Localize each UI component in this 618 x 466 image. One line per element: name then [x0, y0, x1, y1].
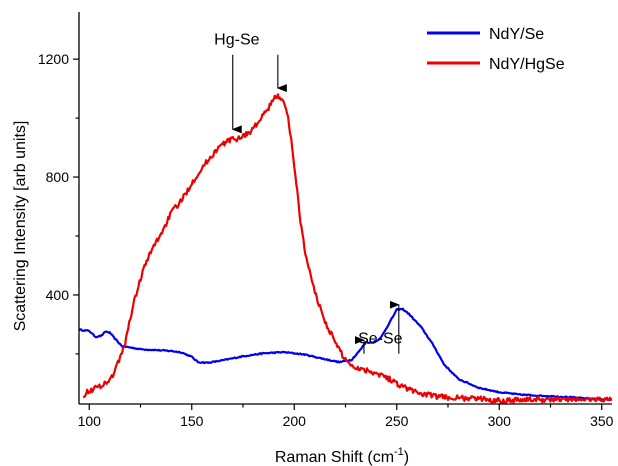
x-tick-label: 100: [78, 413, 102, 429]
legend-label-1: NdY/HgSe: [489, 56, 565, 73]
y-tick-label: 1200: [38, 51, 69, 67]
annotations: Hg-Se Se-Se: [214, 32, 403, 354]
legend-label-0: NdY/Se: [489, 26, 544, 43]
x-tick-label: 150: [180, 413, 204, 429]
x-tick-label: 250: [385, 413, 409, 429]
x-axis-title-main: Raman Shift (cm: [275, 449, 394, 466]
y-axis-title: Scattering Intensity [arb units]: [12, 121, 29, 332]
y-tick-label: 800: [46, 169, 70, 185]
y-tick-label: 400: [46, 287, 70, 303]
series-line-0: [78, 307, 613, 402]
x-tick-label: 200: [283, 413, 307, 429]
x-axis-title-superscript: -1: [394, 446, 404, 458]
x-tick-label: 300: [488, 413, 512, 429]
x-axis-title: Raman Shift (cm-1): [275, 446, 409, 466]
annotation-label-0: Hg-Se: [214, 32, 259, 49]
x-axis-title-close: ): [404, 449, 409, 466]
annotation-label-1: Se-Se: [358, 331, 403, 348]
legend: NdY/Se NdY/HgSe: [427, 26, 565, 73]
x-tick-label: 350: [590, 413, 614, 429]
series-line-1: [82, 93, 613, 404]
